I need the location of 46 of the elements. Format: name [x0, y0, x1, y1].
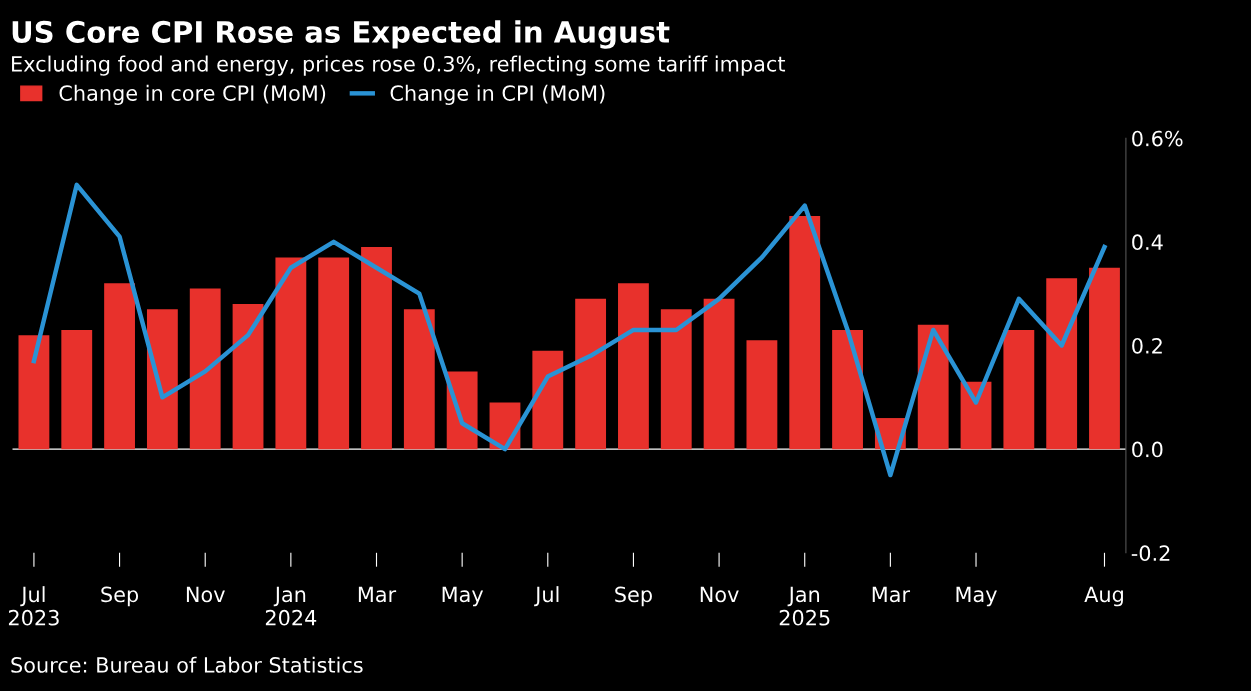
- y-tick-label: 0.6%: [1132, 130, 1183, 147]
- bar: [1046, 278, 1078, 450]
- bar: [275, 257, 307, 450]
- chart-title: US Core CPI Rose as Expected in August: [12, 20, 670, 49]
- bar: [361, 247, 392, 450]
- bar: [532, 350, 564, 450]
- line-series: [31, 182, 1107, 478]
- x-tick-label: Nov: [186, 586, 225, 603]
- bar: [703, 298, 735, 450]
- bar: [104, 283, 135, 450]
- chart-subtitle: Excluding food and energy, prices rose 0.3%, reflecting some tariff impact: [12, 55, 786, 76]
- bar: [146, 309, 178, 450]
- bar: [917, 324, 949, 450]
- bar: [232, 304, 264, 450]
- y-tick-label: 0.2: [1132, 337, 1162, 354]
- source-note: Source: Bureau of Labor Statistics: [11, 656, 363, 673]
- x-tick-label: Mar: [358, 586, 397, 603]
- x-tick-label: Jan 2024: [265, 586, 317, 626]
- y-tick-label: -0.2: [1131, 545, 1170, 562]
- bar: [575, 298, 607, 450]
- bar: [18, 335, 50, 450]
- bar: [318, 257, 350, 450]
- x-tick-label: Mar: [872, 586, 911, 603]
- bar: [1003, 329, 1035, 450]
- bar: [618, 283, 649, 450]
- x-tick-label: Aug: [1084, 586, 1123, 607]
- x-tick-label: May: [442, 586, 484, 607]
- bar: [189, 288, 221, 450]
- bar: [832, 329, 863, 450]
- x-tick-label: Sep: [615, 586, 652, 607]
- bar: [789, 215, 821, 450]
- x-tick-label: Nov: [700, 586, 739, 603]
- bar: [746, 340, 778, 450]
- x-tick-label: Sep: [101, 586, 139, 607]
- y-tick-label: 0.4: [1132, 234, 1163, 251]
- x-tick-label: Jan 2025: [779, 586, 830, 626]
- bar: [1089, 267, 1120, 450]
- legend-label: Change in core CPI (MoM): [59, 84, 326, 105]
- x-tick-label: Jul 2023: [8, 586, 59, 626]
- bar: [660, 309, 692, 450]
- bar: [403, 309, 435, 450]
- x-tick-label: May: [956, 586, 997, 607]
- legend-label: Change in CPI (MoM): [390, 84, 605, 105]
- y-tick-label: 0.0: [1132, 441, 1163, 458]
- bar: [61, 329, 93, 450]
- x-tick-label: Jul: [534, 586, 559, 607]
